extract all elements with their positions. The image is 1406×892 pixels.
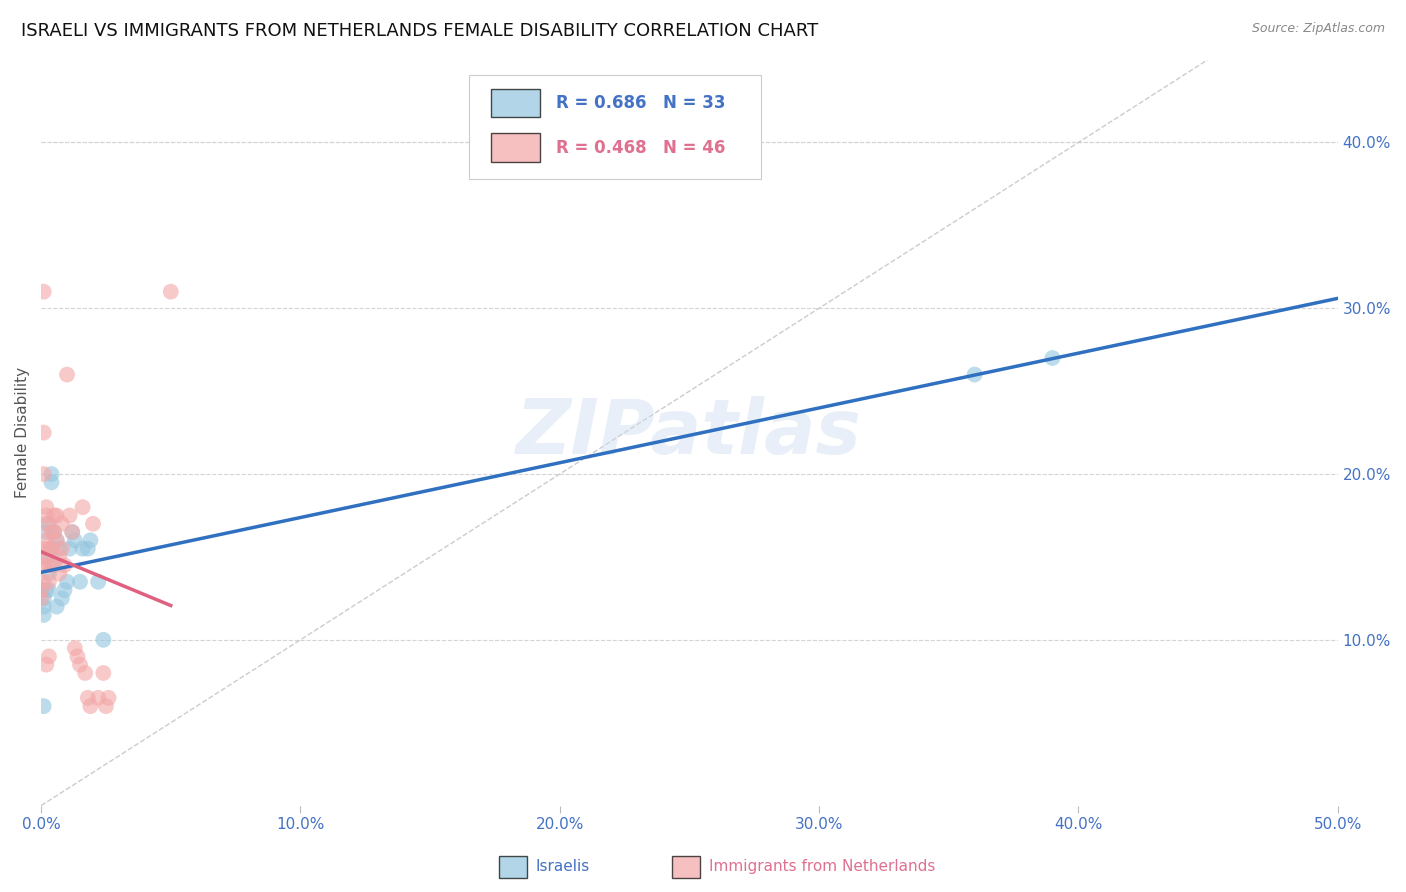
Point (48, 549, 70, 564)
Point (32, 574, 55, 589)
Point (35, 583, 58, 598)
Point (69, 574, 91, 589)
Text: Immigrants from Netherlands: Immigrants from Netherlands (709, 859, 935, 873)
Point (38, 649, 60, 664)
Point (38, 516, 60, 531)
Point (42, 558, 65, 573)
Point (30, 583, 52, 598)
Point (35, 549, 58, 564)
Point (56, 368, 79, 382)
FancyBboxPatch shape (491, 88, 540, 117)
Point (97, 690, 120, 705)
Point (53, 558, 76, 573)
FancyBboxPatch shape (470, 75, 761, 179)
Point (41, 541, 63, 556)
Point (63, 641, 86, 656)
Point (75, 665, 97, 680)
Point (60, 524, 83, 539)
Point (41, 467, 63, 481)
Point (30, 591, 52, 606)
FancyBboxPatch shape (491, 134, 540, 161)
Point (35, 508, 58, 523)
Point (35, 500, 58, 515)
Point (35, 533, 58, 548)
Point (38, 574, 60, 589)
Text: N = 46: N = 46 (664, 138, 725, 157)
Point (60, 524, 83, 539)
Point (94, 699, 117, 714)
Text: ZIPatlas: ZIPatlas (516, 395, 862, 469)
Text: R = 0.468: R = 0.468 (555, 138, 647, 157)
Point (32, 599, 55, 614)
Point (72, 541, 94, 556)
Point (30, 583, 52, 598)
Point (32, 541, 55, 556)
Point (76, 541, 98, 556)
Point (32, 425, 55, 440)
Point (45, 533, 67, 548)
Point (38, 558, 60, 573)
Point (32, 607, 55, 622)
Point (69, 657, 91, 672)
Point (38, 566, 60, 581)
Point (32, 285, 55, 299)
Point (45, 533, 67, 548)
Point (79, 699, 101, 714)
Point (87, 690, 110, 705)
Point (48, 566, 70, 581)
Point (35, 524, 58, 539)
Point (41, 558, 63, 573)
Point (32, 699, 55, 714)
Point (56, 574, 79, 589)
Point (72, 500, 94, 515)
Point (42, 524, 65, 539)
Point (59, 541, 82, 556)
Point (41, 524, 63, 539)
Point (1042, 351, 1064, 365)
Point (48, 541, 70, 556)
Point (159, 285, 181, 299)
Point (66, 649, 89, 664)
Text: R = 0.686: R = 0.686 (555, 94, 647, 112)
Point (53, 583, 76, 598)
Point (32, 467, 55, 481)
Text: ISRAELI VS IMMIGRANTS FROM NETHERLANDS FEMALE DISABILITY CORRELATION CHART: ISRAELI VS IMMIGRANTS FROM NETHERLANDS F… (21, 22, 818, 40)
Y-axis label: Female Disability: Female Disability (15, 367, 30, 498)
Point (51, 591, 73, 606)
Point (51, 541, 73, 556)
Point (41, 541, 63, 556)
Point (30, 549, 52, 564)
Point (93, 665, 115, 680)
Point (35, 516, 58, 531)
Point (59, 508, 82, 523)
Point (82, 516, 104, 531)
Point (35, 657, 58, 672)
Point (42, 508, 65, 523)
Point (45, 508, 67, 523)
Point (42, 524, 65, 539)
Point (63, 533, 86, 548)
Point (93, 632, 115, 647)
Point (45, 599, 67, 614)
Point (76, 690, 98, 705)
Text: Israelis: Israelis (536, 859, 591, 873)
Point (38, 583, 60, 598)
Text: N = 33: N = 33 (664, 94, 725, 112)
Text: Source: ZipAtlas.com: Source: ZipAtlas.com (1251, 22, 1385, 36)
Point (38, 541, 60, 556)
Point (51, 516, 73, 531)
Point (41, 475, 63, 490)
Point (32, 591, 55, 606)
Point (79, 533, 101, 548)
Point (963, 368, 986, 382)
Point (32, 558, 55, 573)
Point (87, 574, 110, 589)
